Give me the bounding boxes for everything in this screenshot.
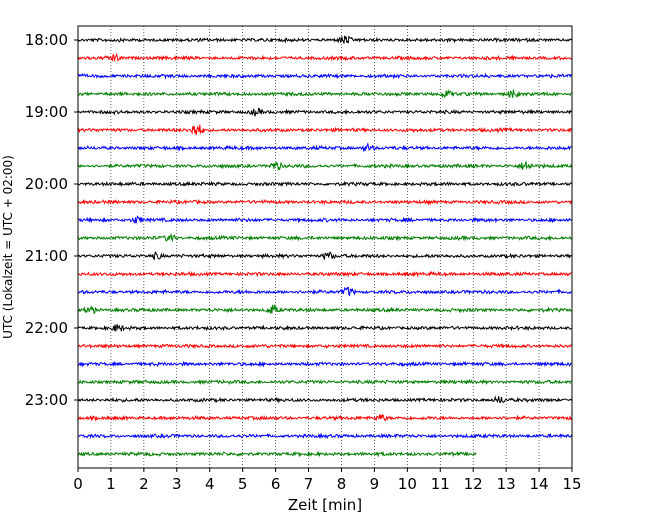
x-tick-label: 0 xyxy=(73,475,83,493)
trace-2100 xyxy=(77,251,572,261)
x-tick-label: 1 xyxy=(106,475,116,493)
trace-2315 xyxy=(77,414,572,422)
y-tick-label: 18:00 xyxy=(25,31,68,49)
y-tick-label: 22:00 xyxy=(25,319,68,337)
trace-2000 xyxy=(77,180,572,188)
seismic-traces xyxy=(77,35,572,458)
plot-frame xyxy=(77,25,573,469)
trace-2045 xyxy=(77,232,572,242)
trace-2030 xyxy=(77,215,572,224)
x-tick-label: 8 xyxy=(337,475,347,493)
trace-1945 xyxy=(77,160,572,172)
trace-1845 xyxy=(77,89,572,99)
x-tick-label: 10 xyxy=(398,475,417,493)
y-tick-label: 20:00 xyxy=(25,175,68,193)
x-tick-label: 4 xyxy=(205,475,215,493)
y-tick-label: 19:00 xyxy=(25,103,68,121)
x-tick-label: 13 xyxy=(497,475,516,493)
trace-1915 xyxy=(77,124,572,136)
trace-2200 xyxy=(77,324,572,332)
x-tick-label: 15 xyxy=(562,475,581,493)
y-tick-label: 21:00 xyxy=(25,247,68,265)
trace-2015 xyxy=(77,198,572,206)
trace-2330 xyxy=(77,432,572,440)
x-tick-label: 2 xyxy=(139,475,149,493)
x-tick-label: 9 xyxy=(370,475,380,493)
trace-1830 xyxy=(77,72,572,80)
trace-1930 xyxy=(77,142,572,153)
y-axis-ticks: 18:00 19:00 20:00 21:00 22:00 23:00 xyxy=(25,31,78,409)
x-axis-label: Zeit [min] xyxy=(288,496,362,514)
trace-1900 xyxy=(77,107,572,117)
trace-2230 xyxy=(77,360,572,368)
trace-2345 xyxy=(77,450,477,458)
y-tick-label: 23:00 xyxy=(25,391,68,409)
trace-2115 xyxy=(77,270,572,278)
trace-2130 xyxy=(77,286,572,297)
x-tick-label: 7 xyxy=(304,475,314,493)
x-tick-label: 5 xyxy=(238,475,248,493)
trace-2245 xyxy=(77,378,572,386)
trace-1815 xyxy=(77,52,572,62)
x-tick-label: 11 xyxy=(431,475,450,493)
trace-1800 xyxy=(77,35,572,44)
x-axis-ticks: 0 1 2 3 4 5 6 7 8 9 10 11 12 13 14 15 xyxy=(73,468,582,493)
y-axis-label: UTC (Lokalzeit = UTC + 02:00) xyxy=(1,155,15,339)
x-tick-label: 14 xyxy=(530,475,549,493)
x-tick-label: 12 xyxy=(464,475,483,493)
x-tick-label: 6 xyxy=(271,475,281,493)
trace-2300 xyxy=(77,395,572,404)
x-tick-label: 3 xyxy=(172,475,182,493)
trace-2145 xyxy=(77,303,572,314)
trace-2215 xyxy=(77,343,572,350)
